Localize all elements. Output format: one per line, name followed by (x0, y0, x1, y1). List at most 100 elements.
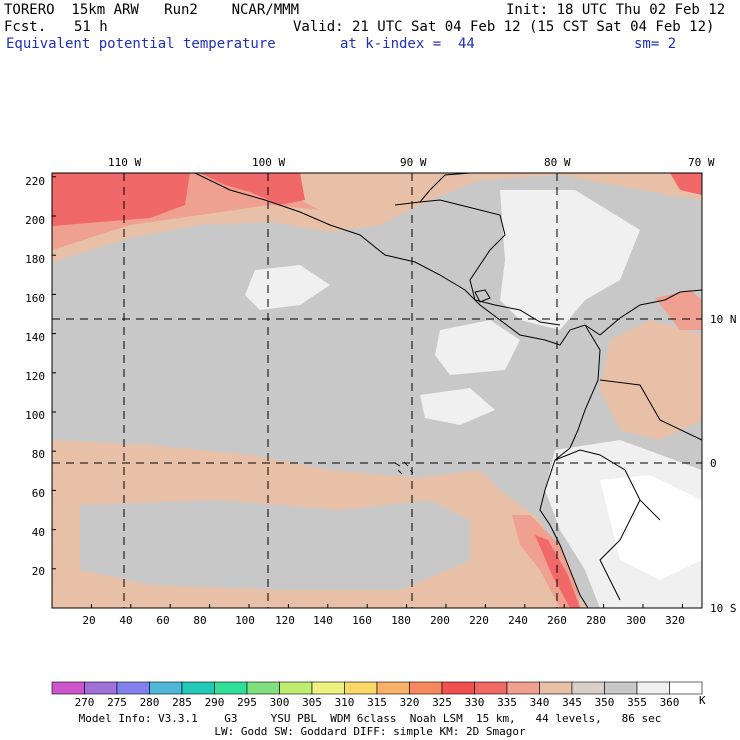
colorbar-label: 285 (172, 696, 192, 709)
lon-label-90w: 90 W (400, 156, 427, 169)
colorbar-swatch (149, 681, 183, 695)
field-nw-red (52, 173, 190, 226)
coast-venezuela (599, 289, 702, 336)
coast-yucatan (419, 173, 471, 203)
grid-x-240: 240 (508, 614, 528, 627)
grid-x-40: 40 (119, 614, 132, 627)
colorbar-label: 330 (465, 696, 485, 709)
colorbar-label: 295 (237, 696, 257, 709)
grid-x-320: 320 (665, 614, 685, 627)
colorbar-swatch (571, 681, 605, 695)
colorbar-swatch (279, 681, 313, 695)
lake-nicaragua (474, 289, 491, 303)
frame-ticks (51, 176, 683, 609)
colorbar-swatch (604, 681, 638, 695)
grid-x-120: 120 (275, 614, 295, 627)
field-venezuela-pink (655, 290, 702, 330)
grid-x-300: 300 (626, 614, 646, 627)
grid-y-220: 220 (25, 175, 45, 188)
colorbar-swatch (539, 681, 573, 695)
field-pacific-light1 (245, 265, 330, 310)
field-pacific-light2 (435, 320, 520, 375)
grid-x-80: 80 (193, 614, 206, 627)
colorbar-label: 320 (400, 696, 420, 709)
colorbar-swatch (441, 681, 475, 695)
coast-caribbean-ca (394, 199, 561, 326)
colorbar-label: 335 (497, 696, 517, 709)
graticule (52, 173, 702, 608)
field-caribbean-red (670, 173, 702, 195)
grid-x-140: 140 (313, 614, 333, 627)
field-venezuela-peach (600, 320, 702, 440)
colorbar-unit: K (699, 694, 706, 707)
colorbar-swatch (214, 681, 248, 695)
colorbar-label: 275 (107, 696, 127, 709)
colorbar-label: 345 (562, 696, 582, 709)
smoothing-info: sm= 2 (634, 36, 677, 52)
bottom-grid-labels: 20 40 60 80 100 120 140 160 180 200 220 … (82, 614, 685, 627)
grid-x-260: 260 (547, 614, 567, 627)
colorbar-swatch (344, 681, 378, 695)
colorbar-label: 325 (432, 696, 452, 709)
grid-x-20: 20 (82, 614, 95, 627)
grid-x-280: 280 (586, 614, 606, 627)
init-time: Init: 18 UTC Thu 02 Feb 12 (506, 2, 726, 18)
forecast-hours: 51 h (74, 19, 108, 35)
grid-y-100: 100 (25, 409, 45, 422)
colorbar-swatch (181, 681, 215, 695)
field-caribbean-light (500, 190, 640, 330)
grid-y-140: 140 (25, 331, 45, 344)
colorbar-swatch (376, 681, 410, 695)
grid-x-60: 60 (156, 614, 169, 627)
colorbar-swatch (246, 681, 280, 695)
left-grid-labels: 220 200 180 160 140 120 100 80 60 40 20 (25, 175, 45, 578)
grid-y-180: 180 (25, 253, 45, 266)
lat-label-10n: 10 N (710, 313, 737, 326)
colorbar-swatch (116, 681, 150, 695)
island-galapagos (394, 461, 414, 475)
colorbar-label: 310 (335, 696, 355, 709)
lon-label-80w: 80 W (544, 156, 571, 169)
forecast-label: Fcst. (4, 19, 47, 35)
grid-y-20: 20 (32, 565, 45, 578)
colorbar-swatch (51, 681, 85, 695)
colorbar-swatch (636, 681, 670, 695)
border-colombia (599, 379, 702, 441)
grid-x-160: 160 (352, 614, 372, 627)
colorbar-label: 355 (627, 696, 647, 709)
footer-physics-info: LW: Godd SW: Goddard DIFF: simple KM: 2D… (214, 725, 526, 738)
grid-x-200: 200 (430, 614, 450, 627)
field-name: Equivalent potential temperature (6, 36, 276, 52)
field-pacific-light3 (420, 388, 495, 425)
colorbar-label: 270 (75, 696, 95, 709)
model-title: TORERO 15km ARW Run2 NCAR/MMM (4, 2, 300, 18)
right-lat-labels: 10 N 0 10 S (710, 313, 737, 615)
colorbar-labels: 270 275 280 285 290 295 300 305 310 315 320 325 330 3… (75, 696, 680, 709)
grid-x-100: 100 (235, 614, 255, 627)
colorbar-swatch (669, 681, 703, 695)
lon-label-100w: 100 W (252, 156, 285, 169)
colorbar-label: 290 (205, 696, 225, 709)
footer-model-info: Model Info: V3.3.1 G3 YSU PBL WDM 6class… (78, 712, 662, 725)
colorbar-label: 350 (595, 696, 615, 709)
theta-e-field (52, 173, 702, 608)
grid-y-120: 120 (25, 370, 45, 383)
lat-label-0: 0 (710, 457, 717, 470)
colorbar-label: 340 (530, 696, 550, 709)
grid-y-200: 200 (25, 214, 45, 227)
grid-x-180: 180 (391, 614, 411, 627)
lon-label-70w: 70 W (688, 156, 715, 169)
grid-y-160: 160 (25, 292, 45, 305)
coast-colombia-pacific (539, 324, 601, 608)
colorbar-swatch (409, 681, 443, 695)
colorbar-label: 280 (140, 696, 160, 709)
field-gulf-red (200, 173, 305, 205)
valid-time: Valid: 21 UTC Sat 04 Feb 12 (15 CST Sat … (293, 19, 715, 35)
colorbar (51, 681, 703, 695)
coast-mexico-ca (194, 173, 601, 346)
grid-x-220: 220 (469, 614, 489, 627)
colorbar-label: 300 (270, 696, 290, 709)
colorbar-swatch (311, 681, 345, 695)
map-frame (51, 172, 703, 609)
